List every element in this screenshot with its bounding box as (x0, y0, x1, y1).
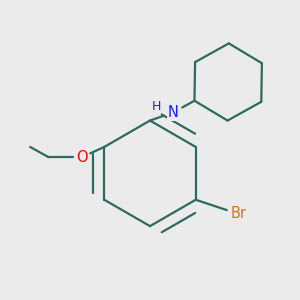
Text: Br: Br (230, 206, 246, 221)
Text: O: O (76, 150, 88, 165)
Text: N: N (168, 105, 179, 120)
Text: H: H (152, 100, 161, 113)
